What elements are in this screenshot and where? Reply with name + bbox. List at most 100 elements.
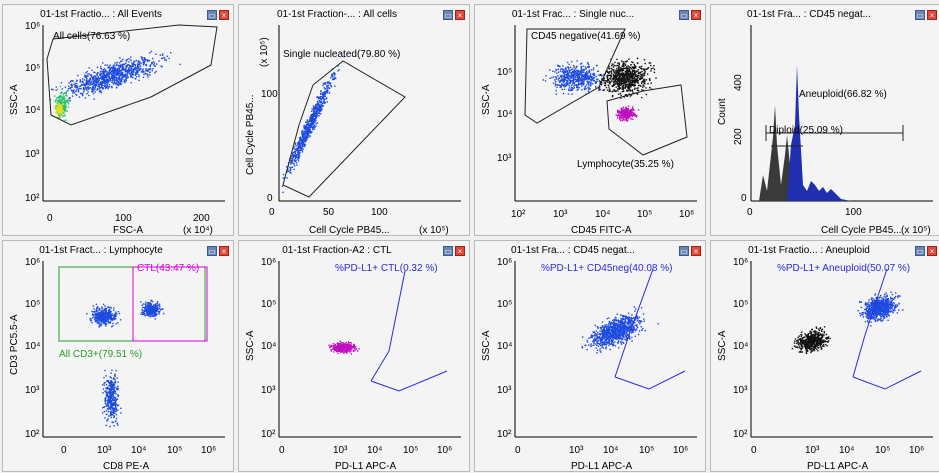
event-dot <box>106 410 107 411</box>
event-dot <box>563 77 564 78</box>
event-dot <box>563 93 564 94</box>
event-dot <box>292 152 293 153</box>
event-dot <box>77 75 78 76</box>
event-dot <box>58 100 59 101</box>
event-dot <box>82 93 83 94</box>
event-dot <box>567 80 568 81</box>
event-dot <box>99 322 100 323</box>
event-dot <box>146 315 147 316</box>
event-dot <box>106 309 107 310</box>
event-dot <box>313 114 314 115</box>
event-dot <box>88 95 89 96</box>
event-dot <box>104 370 105 371</box>
event-dot <box>106 414 107 415</box>
event-dot <box>593 69 594 70</box>
event-dot <box>104 309 105 310</box>
event-dot <box>606 76 607 77</box>
event-dot <box>614 91 615 92</box>
event-dot <box>576 73 577 74</box>
event-dot <box>104 417 105 418</box>
plot-panel-cd45-negative-histogram[interactable]: 01-1st Fra... : CD45 negat... ▭ × Aneupl… <box>710 4 939 236</box>
event-dot <box>291 158 292 159</box>
event-dot <box>84 79 85 80</box>
event-dot <box>604 82 605 83</box>
event-dot <box>99 325 100 326</box>
event-dot <box>617 81 618 82</box>
event-dot <box>114 387 115 388</box>
gate-label: CTL(43.47 %) <box>137 263 199 274</box>
event-dot <box>622 114 623 115</box>
event-dot <box>107 320 108 321</box>
event-dot <box>127 72 128 73</box>
event-dot <box>634 72 635 73</box>
event-dot <box>145 310 146 311</box>
event-dot <box>112 409 113 410</box>
tick-label: 10⁵ <box>25 299 40 310</box>
event-dot <box>180 64 181 65</box>
event-dot <box>113 310 114 311</box>
event-dot <box>591 80 592 81</box>
event-dot <box>120 64 121 65</box>
event-dot <box>89 84 90 85</box>
event-dot <box>625 111 626 112</box>
event-dot <box>75 91 76 92</box>
event-dot <box>105 321 106 322</box>
event-dot <box>136 60 137 61</box>
event-dot <box>113 77 114 78</box>
event-dot <box>118 75 119 76</box>
plot-panel-ctl[interactable]: 01-1st Fraction-A2 : CTL ▭ × %PD-L1+ CTL… <box>238 240 470 472</box>
event-dot <box>149 72 150 73</box>
event-dot <box>622 70 623 71</box>
event-dot <box>111 380 112 381</box>
event-dot <box>108 415 109 416</box>
plot-panel-all-cells[interactable]: 01-1st Fraction-... : All cells ▭ × Sing… <box>238 4 470 236</box>
event-dot <box>580 78 581 79</box>
event-dot <box>81 93 82 94</box>
event-dot <box>152 301 153 302</box>
event-dot <box>152 70 153 71</box>
event-dot <box>318 105 319 106</box>
gate-lymphocyte[interactable] <box>607 85 687 155</box>
event-dot <box>306 128 307 129</box>
event-dot <box>155 303 156 304</box>
event-dot <box>558 69 559 70</box>
gate-all-cd3[interactable] <box>59 267 205 341</box>
event-dot <box>57 89 58 90</box>
event-dot <box>84 76 85 77</box>
event-dot <box>124 75 125 76</box>
event-dot <box>148 307 149 308</box>
event-dot <box>569 85 570 86</box>
gate-single-nucleated[interactable] <box>283 61 405 197</box>
event-dot <box>650 70 651 71</box>
event-dot <box>331 349 332 350</box>
plot-panel-all-events[interactable]: 01-1st Fractio... : All Events ▭ × All c… <box>2 4 234 236</box>
event-dot <box>310 135 311 136</box>
event-dot <box>300 143 301 144</box>
event-dot <box>101 77 102 78</box>
event-dot <box>345 351 346 352</box>
event-dot <box>86 93 87 94</box>
plot-panel-lymphocyte[interactable]: 01-1st Fract... : Lymphocyte ▭ × CTL(43.… <box>2 240 234 472</box>
tick-label: 10³ <box>25 385 40 396</box>
event-dot <box>589 87 590 88</box>
gate-ctl[interactable] <box>133 267 207 341</box>
event-dot <box>100 312 101 313</box>
event-dot <box>170 52 171 53</box>
event-dot <box>319 106 320 107</box>
event-dot <box>116 83 117 84</box>
event-dot <box>105 88 106 89</box>
plot-panel-single-nucleated[interactable]: 01-1st Frac... : Single nuc... ▭ × CD45 … <box>474 4 706 236</box>
tick-label: 10⁶ <box>25 257 40 268</box>
event-cloud <box>282 56 345 193</box>
event-dot <box>60 111 61 112</box>
event-dot <box>555 85 556 86</box>
event-dot <box>103 312 104 313</box>
event-dot <box>159 306 160 307</box>
event-dot <box>111 396 112 397</box>
event-dot <box>86 313 87 314</box>
tick-label: 10⁵ <box>167 445 182 456</box>
event-dot <box>116 65 117 66</box>
event-dot <box>110 80 111 81</box>
event-dot <box>609 90 610 91</box>
event-dot <box>577 77 578 78</box>
